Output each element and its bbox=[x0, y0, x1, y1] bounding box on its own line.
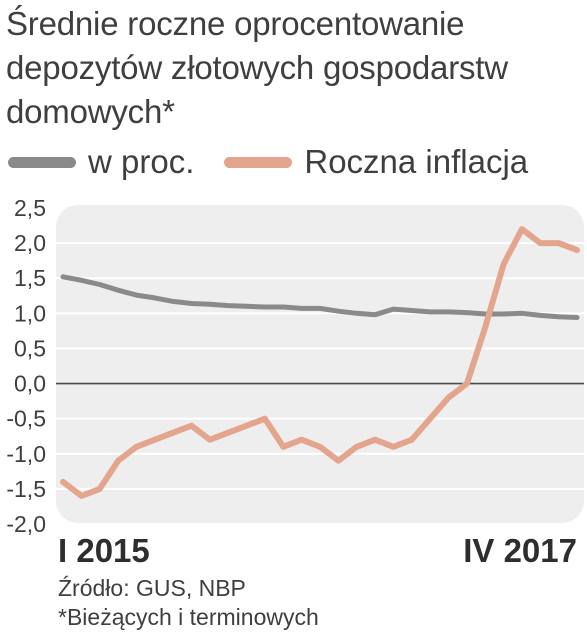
y-tick-label: 1,0 bbox=[14, 300, 46, 326]
x-tick-label-end: IV 2017 bbox=[463, 532, 577, 569]
y-tick-label: -2,0 bbox=[6, 511, 46, 537]
legend-label-inflation: Roczna inflacja bbox=[304, 143, 529, 180]
series-line-inflation bbox=[60, 226, 580, 499]
legend-swatch-rate bbox=[8, 156, 76, 168]
source-text: Źródło: GUS, NBP bbox=[58, 575, 246, 601]
y-tick-label: 0,5 bbox=[14, 335, 46, 361]
y-tick-label: 0,0 bbox=[14, 371, 46, 397]
chart-title: Średnie roczne oprocentowanie depozytów … bbox=[6, 5, 508, 130]
legend-swatch-inflation bbox=[224, 156, 293, 168]
legend-item-inflation: Roczna inflacja bbox=[224, 143, 528, 181]
plot-background bbox=[56, 205, 584, 523]
line-chart: 2,5 2,0 1,5 1,0 0,5 0,0 -0,5 -1,0 -1,5 -2,0 I 2015… bbox=[6, 195, 584, 569]
y-tick-label: 1,5 bbox=[14, 265, 46, 291]
source-note: Źródło: GUS, NBP *Bieżących i terminowyc… bbox=[58, 574, 319, 632]
x-tick-label-start: I 2015 bbox=[58, 532, 150, 569]
y-tick-label: 2,5 bbox=[14, 195, 46, 221]
legend-item-rate: w proc. bbox=[8, 143, 194, 181]
y-tick-label: -1,0 bbox=[6, 441, 46, 467]
legend: w proc. Roczna inflacja bbox=[8, 140, 558, 184]
y-tick-label: 2,0 bbox=[14, 230, 46, 256]
y-tick-label: -0,5 bbox=[6, 406, 46, 432]
footnote-text: *Bieżących i terminowych bbox=[58, 604, 319, 630]
legend-label-rate: w proc. bbox=[88, 143, 195, 180]
y-tick-label: -1,5 bbox=[6, 476, 46, 502]
